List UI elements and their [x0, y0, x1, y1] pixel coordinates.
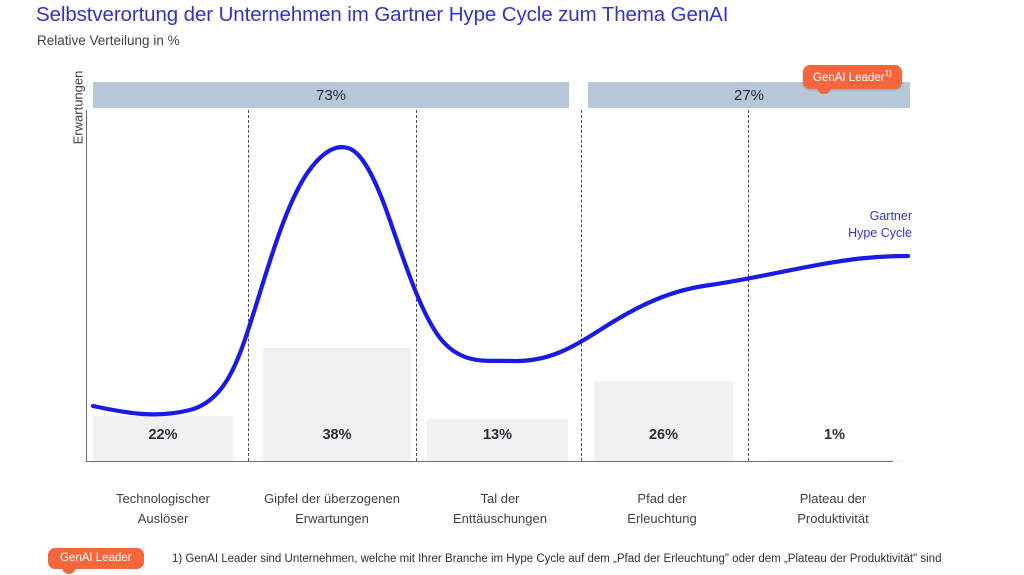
genai-leader-badge: GenAI Leader1) — [803, 65, 902, 94]
phase-divider-1 — [248, 110, 249, 461]
footnote-text: 1) GenAI Leader sind Unternehmen, welche… — [172, 553, 942, 565]
phase-divider-4 — [748, 110, 749, 461]
category-value-2: 38% — [322, 427, 352, 443]
phase-divider-2 — [416, 110, 417, 461]
category-value-1: 22% — [148, 427, 178, 443]
category-label-3: Tal der Enttäuschungen — [453, 491, 547, 526]
page-subtitle: Relative Verteilung in % — [37, 33, 180, 48]
genai-leader-badge-label: GenAI Leader — [813, 71, 885, 84]
x-axis-line — [86, 461, 893, 462]
category-bar-1 — [93, 416, 233, 461]
footnote-badge-label: GenAI Leader — [60, 552, 132, 564]
category-label-2: Gipfel der überzogenen Erwartungen — [264, 491, 400, 526]
summary-bar-group-1: 73% — [93, 82, 569, 108]
phase-divider-3 — [581, 110, 582, 461]
category-label-5: Plateau der Produktivität — [797, 491, 869, 526]
category-bar-3 — [427, 419, 568, 461]
category-value-5: 1% — [824, 427, 845, 443]
page-title: Selbstverortung der Unternehmen im Gartn… — [36, 3, 729, 26]
category-value-3: 13% — [482, 427, 513, 443]
category-label-1: Technologischer Auslöser — [116, 491, 210, 526]
category-bar-4 — [594, 381, 733, 461]
category-bar-2 — [263, 348, 411, 461]
footnote-genai-leader-badge: GenAI Leader — [48, 548, 144, 574]
summary-bar-group-2-value: 27% — [733, 86, 765, 104]
category-label-4: Pfad der Erleuchtung — [627, 491, 697, 526]
genai-leader-badge-superscript: 1) — [884, 69, 892, 78]
summary-bar-group-1-value: 73% — [315, 86, 347, 104]
category-bar-5 — [765, 460, 904, 461]
y-axis-line — [86, 110, 87, 462]
y-axis-label: Erwartungen — [70, 70, 86, 145]
category-value-4: 26% — [648, 427, 679, 443]
curve-label: Gartner Hype Cycle — [848, 209, 912, 240]
